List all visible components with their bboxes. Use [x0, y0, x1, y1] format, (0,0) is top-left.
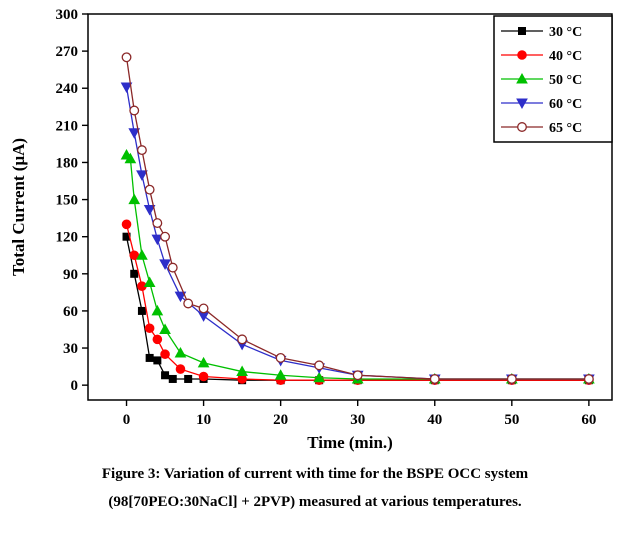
- series-marker-3: [151, 234, 164, 246]
- series-marker-1: [198, 371, 209, 382]
- series-marker-4: [275, 352, 286, 363]
- series-marker-3: [120, 82, 133, 94]
- legend-label-3: 60 °C: [549, 97, 582, 112]
- series-marker-4: [198, 303, 209, 314]
- series-marker-4: [129, 105, 140, 116]
- series-marker-4: [237, 334, 248, 345]
- y-tick-label: 90: [63, 267, 78, 283]
- x-tick-label: 30: [350, 412, 365, 428]
- series-marker-1: [160, 349, 170, 360]
- series-marker-2: [313, 371, 326, 383]
- series-marker-2: [143, 276, 156, 287]
- x-tick-label: 20: [273, 412, 288, 428]
- series-marker-2: [174, 346, 187, 358]
- legend-label-1: 40 °C: [549, 49, 582, 64]
- legend-label-4: 65 °C: [549, 121, 582, 136]
- series-marker-1: [144, 323, 155, 334]
- y-tick-label: 300: [56, 7, 79, 23]
- series-marker-0: [137, 306, 146, 315]
- series-marker-4: [136, 145, 147, 156]
- y-tick-label: 0: [71, 378, 79, 394]
- series-marker-4: [183, 298, 194, 309]
- series-marker-0: [130, 269, 139, 278]
- series-marker-2: [159, 323, 171, 334]
- y-tick-label: 120: [56, 230, 79, 246]
- series-marker-0: [145, 353, 154, 362]
- series-marker-0: [168, 374, 177, 383]
- series-marker-1: [152, 334, 163, 345]
- x-tick-label: 0: [123, 412, 131, 428]
- series-marker-4: [152, 218, 163, 229]
- x-tick-label: 40: [427, 412, 442, 428]
- series-marker-2: [128, 193, 141, 205]
- series-marker-3: [143, 204, 156, 216]
- series-marker-4: [167, 262, 178, 273]
- series-marker-4: [144, 184, 155, 195]
- y-tick-label: 150: [56, 193, 79, 209]
- series-marker-4: [121, 52, 132, 63]
- legend-marker-4: [517, 122, 527, 132]
- chart: 0 10 20 30 40 50 60 0 30 60 90 120 150 180 210 240 270 30…: [9, 7, 613, 452]
- series-line-2: [126, 154, 589, 380]
- x-tick-label: 10: [196, 412, 211, 428]
- series-marker-4: [429, 374, 440, 384]
- legend-marker-2: [516, 72, 528, 84]
- series-marker-4: [583, 374, 594, 384]
- legend-label-0: 30 °C: [549, 25, 582, 40]
- figure-caption-line1: Figure 3: Variation of current with time…: [101, 466, 529, 482]
- legend-label-2: 50 °C: [549, 73, 582, 88]
- x-axis-title: Time (min.): [307, 433, 393, 452]
- series-marker-1: [129, 250, 140, 261]
- series-marker-2: [274, 369, 287, 380]
- series-marker-4: [506, 374, 517, 384]
- y-tick-label: 60: [63, 304, 78, 320]
- series-marker-1: [175, 364, 186, 374]
- series-marker-2: [124, 152, 137, 164]
- y-tick-label: 270: [56, 44, 79, 60]
- y-tick-label: 240: [56, 81, 79, 97]
- series-marker-3: [128, 128, 141, 139]
- series-marker-0: [153, 356, 162, 365]
- y-tick-label: 30: [63, 341, 78, 357]
- series-marker-0: [184, 374, 193, 383]
- legend-marker-3: [516, 98, 528, 110]
- x-tick-label: 50: [504, 412, 519, 428]
- series-marker-4: [352, 370, 363, 381]
- series-marker-3: [136, 170, 148, 181]
- series-line-4: [125, 57, 589, 380]
- series-marker-2: [236, 365, 248, 377]
- y-tick-label: 180: [56, 155, 79, 171]
- series-line-1: [125, 224, 589, 381]
- y-tick-label: 210: [56, 118, 79, 134]
- y-axis-title: Total Current (μA): [9, 138, 28, 276]
- series-marker-4: [314, 360, 325, 371]
- series-marker-3: [174, 291, 187, 303]
- legend-marker-1: [517, 50, 527, 60]
- series-marker-4: [160, 231, 171, 242]
- series-marker-3: [159, 259, 171, 270]
- series-marker-2: [151, 304, 164, 316]
- series-marker-2: [197, 356, 210, 368]
- plot-frame: [87, 13, 613, 401]
- x-tick-label: 60: [581, 412, 596, 428]
- series-marker-1: [121, 219, 132, 230]
- series-marker-0: [161, 371, 170, 380]
- legend-marker-0: [518, 27, 526, 35]
- series-marker-2: [136, 249, 148, 260]
- figure-caption-line2: (98[70PEO:30NaCl] + 2PVP) measured at va…: [108, 494, 522, 510]
